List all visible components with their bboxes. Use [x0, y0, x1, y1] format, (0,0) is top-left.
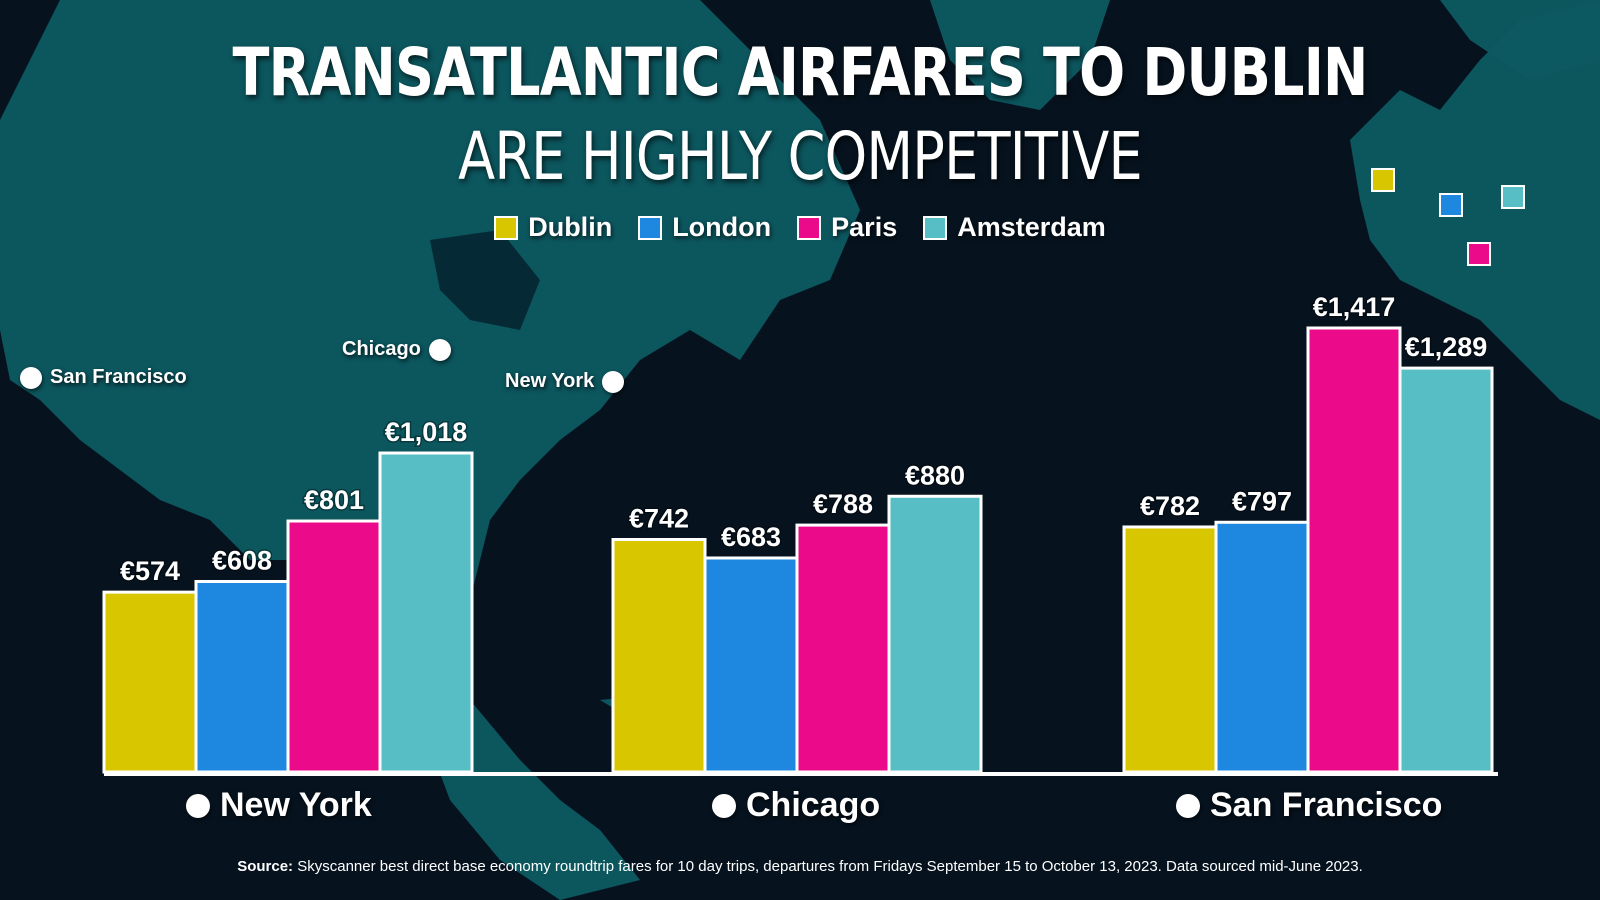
bar-new-york-dublin	[102, 590, 198, 774]
bar-san-francisco-paris	[1306, 326, 1402, 774]
map-label-new-york: New York	[505, 370, 595, 392]
category-label-san-francisco: San Francisco	[1176, 786, 1442, 825]
legend-swatch-paris	[797, 215, 822, 240]
data-label-chicago-amsterdam: €880	[905, 460, 965, 490]
data-label-new-york-dublin: €574	[120, 556, 180, 586]
data-label-new-york-amsterdam: €1,018	[385, 417, 468, 447]
map-dot-icon	[602, 370, 625, 393]
legend-label-london: London	[672, 212, 772, 242]
legend-swatch-dublin	[494, 215, 519, 240]
bar-chicago-dublin	[611, 538, 707, 774]
chart-legend: Dublin London Paris Amsterdam	[0, 212, 1600, 243]
bar-chicago-paris	[795, 523, 891, 774]
map-dot-icon	[20, 366, 42, 389]
category-text-san-francisco: San Francisco	[1210, 786, 1443, 824]
category-dot-icon	[1176, 793, 1200, 818]
bar-new-york-amsterdam	[378, 451, 474, 774]
legend-item-london: London	[638, 212, 771, 243]
data-label-san-francisco-london: €797	[1232, 486, 1292, 516]
data-label-new-york-paris: €801	[304, 485, 364, 515]
map-marker-chicago: Chicago	[342, 338, 451, 361]
category-label-new-york: New York	[186, 786, 372, 825]
map-dot-icon	[428, 338, 451, 361]
map-label-san-francisco: San Francisco	[50, 366, 187, 388]
bar-new-york-paris	[286, 519, 382, 774]
legend-item-dublin: Dublin	[494, 212, 612, 243]
map-marker-paris-square	[1467, 242, 1491, 266]
legend-label-amsterdam: Amsterdam	[957, 212, 1106, 242]
bar-chicago-london	[703, 556, 799, 774]
map-marker-san-francisco: San Francisco	[20, 366, 187, 389]
bar-new-york-london	[194, 579, 290, 774]
data-label-chicago-paris: €788	[813, 489, 873, 519]
legend-item-amsterdam: Amsterdam	[923, 212, 1106, 243]
bar-san-francisco-dublin	[1122, 525, 1218, 774]
bar-san-francisco-amsterdam	[1398, 366, 1494, 774]
data-label-new-york-london: €608	[212, 545, 272, 575]
legend-swatch-amsterdam	[923, 215, 948, 240]
source-prefix: Source:	[237, 858, 294, 875]
chart-title-line-2: ARE HIGHLY COMPETITIVE	[458, 118, 1142, 195]
map-marker-london-square	[1439, 193, 1463, 217]
category-text-chicago: Chicago	[746, 786, 881, 824]
map-marker-dublin-square	[1371, 168, 1395, 192]
category-text-new-york: New York	[220, 786, 372, 824]
category-dot-icon	[186, 793, 210, 818]
bar-chicago-amsterdam	[887, 494, 983, 774]
bar-san-francisco-london	[1214, 520, 1310, 774]
legend-item-paris: Paris	[797, 212, 897, 243]
source-note: Source: Skyscanner best direct base econ…	[0, 858, 1600, 875]
data-label-san-francisco-amsterdam: €1,289	[1405, 332, 1488, 362]
source-text: Skyscanner best direct base economy roun…	[293, 858, 1363, 875]
map-label-chicago: Chicago	[342, 338, 421, 360]
data-label-san-francisco-dublin: €782	[1140, 491, 1200, 521]
category-dot-icon	[712, 793, 736, 818]
data-label-san-francisco-paris: €1,417	[1313, 292, 1396, 322]
map-marker-new-york: New York	[505, 370, 625, 393]
legend-swatch-london	[638, 215, 663, 240]
category-label-chicago: Chicago	[712, 786, 880, 825]
data-label-chicago-london: €683	[721, 522, 781, 552]
map-marker-amsterdam-square	[1501, 185, 1525, 209]
data-label-chicago-dublin: €742	[629, 504, 689, 534]
legend-label-paris: Paris	[831, 212, 898, 242]
legend-label-dublin: Dublin	[528, 212, 613, 242]
chart-title-line-1: TRANSATLANTIC AIRFARES TO DUBLIN	[232, 34, 1368, 111]
